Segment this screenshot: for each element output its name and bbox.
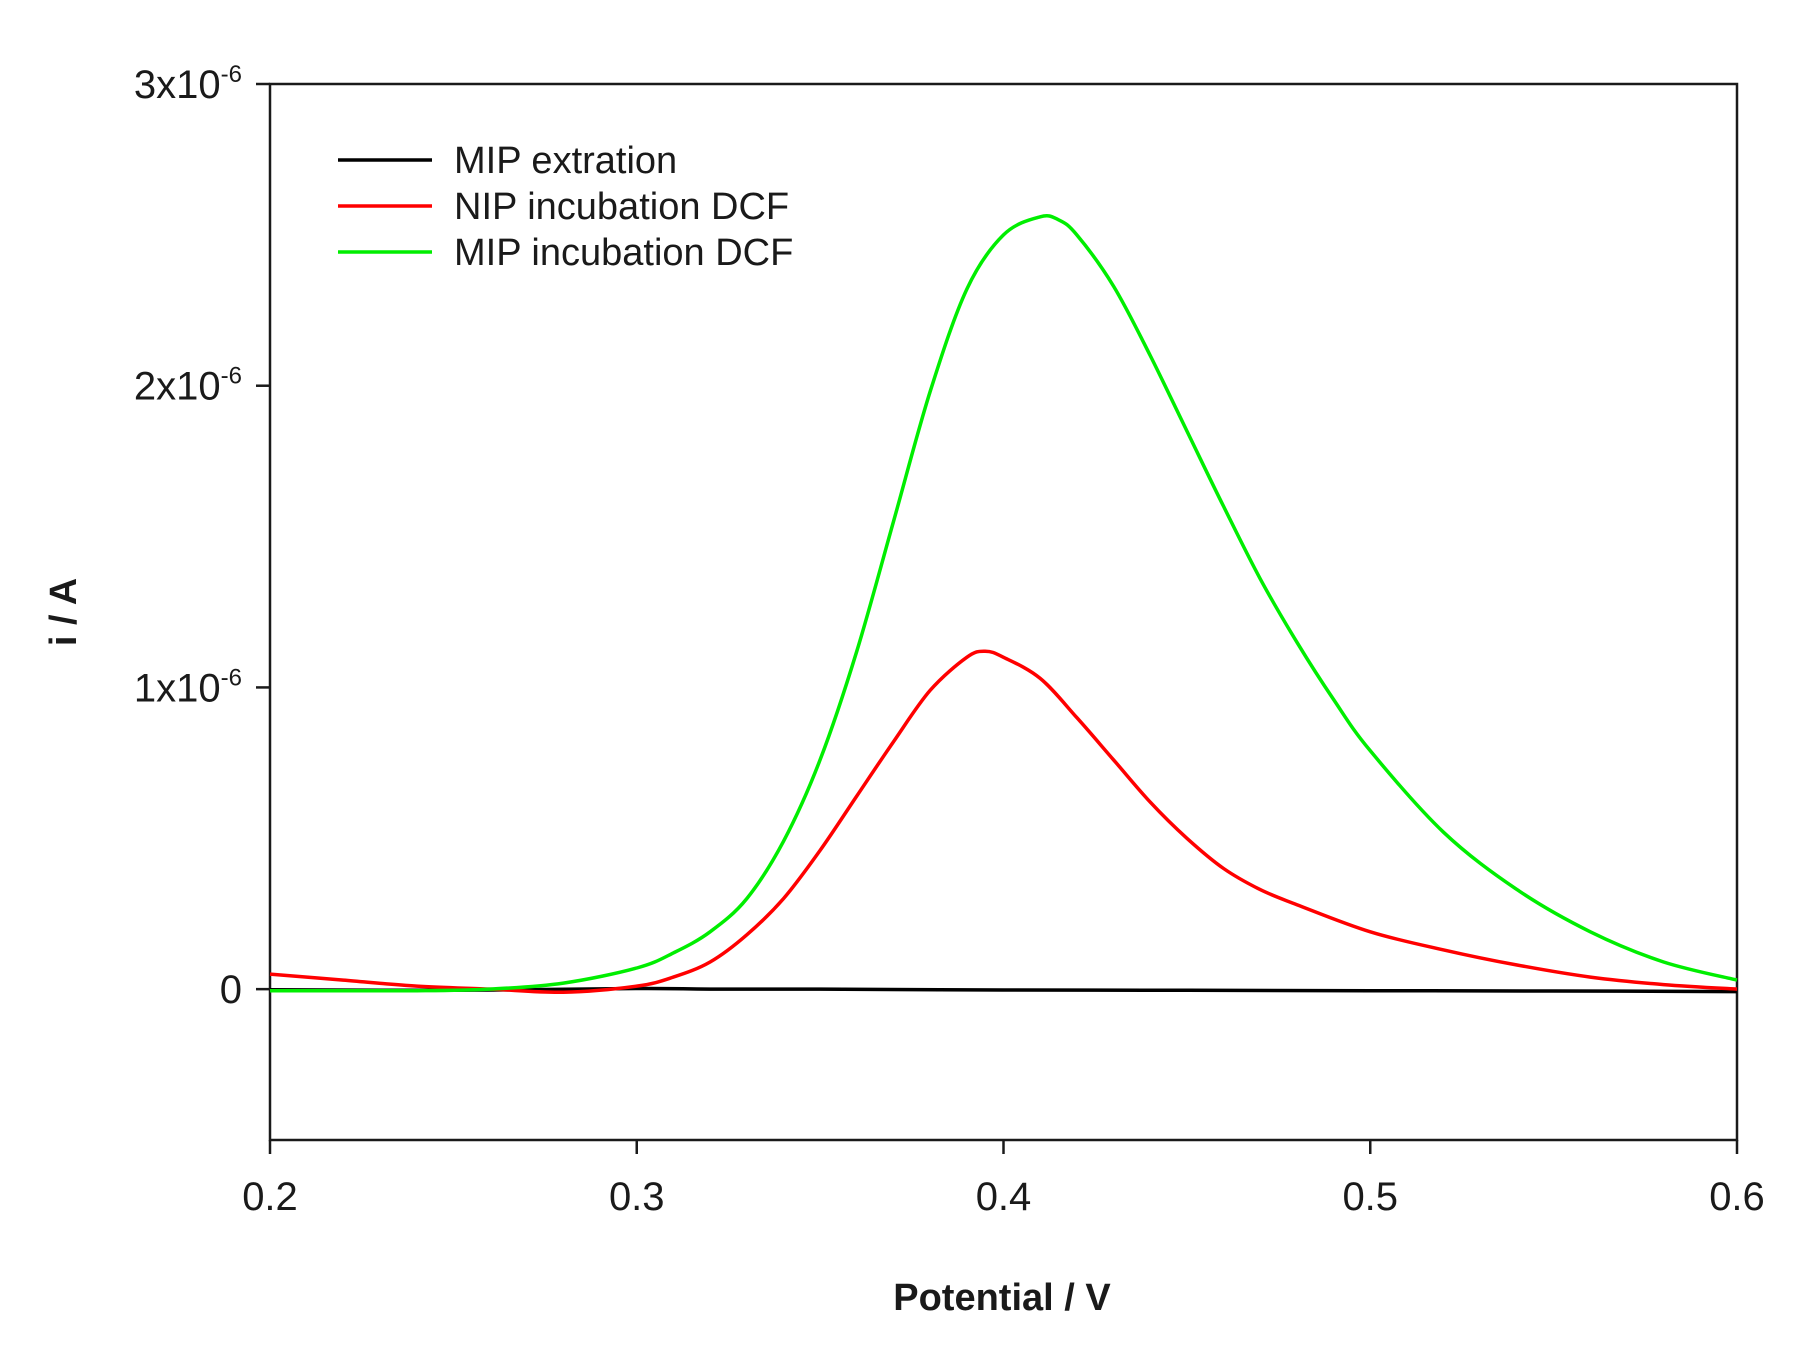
legend-label: NIP incubation DCF bbox=[454, 186, 789, 228]
x-tick-label: 0.3 bbox=[609, 1175, 665, 1219]
y-axis: 0 1x10-6 2x10-6 3x10-6 bbox=[134, 61, 270, 1012]
legend-label: MIP incubation DCF bbox=[454, 232, 793, 274]
series-layer bbox=[269, 214, 1738, 995]
series-line-1 bbox=[269, 986, 1738, 994]
x-axis-title: Potential / V bbox=[893, 1277, 1111, 1319]
y-tick-label: 0 bbox=[220, 968, 242, 1012]
y-tick-label: 2x10-6 bbox=[134, 363, 242, 409]
x-tick-label: 0.6 bbox=[1709, 1175, 1765, 1219]
series-line-3 bbox=[269, 214, 1738, 993]
x-tick-label: 0.2 bbox=[242, 1175, 298, 1219]
y-tick-label: 3x10-6 bbox=[134, 61, 242, 107]
x-axis: 0.2 0.3 0.4 0.5 0.6 bbox=[242, 1140, 1765, 1219]
x-tick-label: 0.5 bbox=[1342, 1175, 1398, 1219]
legend-label: MIP extration bbox=[454, 140, 677, 182]
y-axis-title: i / A bbox=[43, 578, 85, 646]
y-tick-label: 1x10-6 bbox=[134, 664, 242, 710]
series-line-2 bbox=[269, 649, 1738, 995]
x-tick-label: 0.4 bbox=[976, 1175, 1032, 1219]
